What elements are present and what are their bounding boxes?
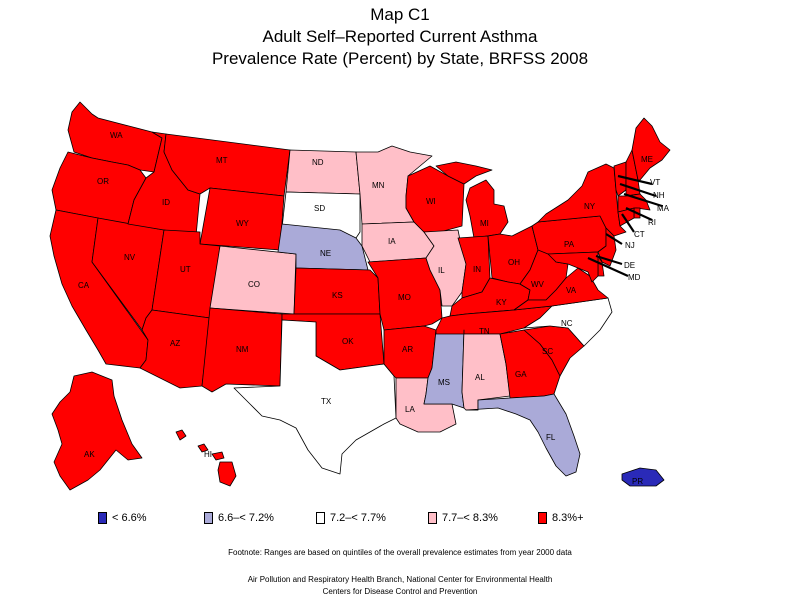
state-label-UT: UT	[180, 265, 191, 274]
map-title-line-2: Adult Self–Reported Current Asthma	[262, 27, 538, 46]
state-label-ND: ND	[312, 158, 324, 167]
state-label-WV: WV	[531, 280, 545, 289]
state-label-RI: RI	[648, 218, 656, 227]
map-title-line-1: Map C1	[370, 5, 430, 24]
state-label-SC: SC	[542, 347, 553, 356]
state-TX	[233, 319, 397, 475]
state-label-FL: FL	[546, 433, 556, 442]
state-label-OK: OK	[342, 337, 354, 346]
legend-item-lowest: < 6.6%	[98, 512, 147, 524]
state-label-DE: DE	[624, 261, 635, 270]
state-AZ	[139, 309, 211, 389]
state-MI	[435, 161, 509, 239]
state-MT	[163, 133, 291, 197]
state-MD	[547, 251, 599, 283]
legend-swatch	[98, 512, 107, 524]
state-label-LA: LA	[405, 405, 415, 414]
state-label-NY: NY	[584, 202, 596, 211]
state-label-SD: SD	[314, 204, 325, 213]
state-label-OH: OH	[508, 258, 520, 267]
state-VT	[613, 161, 627, 197]
state-label-WI: WI	[426, 197, 436, 206]
legend-item-high: 7.7–< 8.3%	[428, 512, 498, 524]
state-label-WA: WA	[110, 131, 123, 140]
state-label-MO: MO	[398, 293, 411, 302]
state-label-MI: MI	[480, 219, 489, 228]
state-label-AK: AK	[84, 450, 95, 459]
credits-line-2: Centers for Disease Control and Preventi…	[322, 587, 478, 596]
state-HI	[175, 429, 237, 487]
map-legend: < 6.6% 6.6–< 7.2% 7.2–< 7.7% 7.7–< 8.3% …	[0, 512, 800, 532]
state-label-WY: WY	[236, 219, 250, 228]
state-ND	[285, 149, 361, 195]
state-label-TN: TN	[479, 327, 490, 336]
state-label-KY: KY	[496, 298, 507, 307]
legend-item-low: 6.6–< 7.2%	[204, 512, 274, 524]
state-label-IN: IN	[473, 265, 481, 274]
state-label-KS: KS	[332, 291, 343, 300]
legend-item-middle: 7.2–< 7.7%	[316, 512, 386, 524]
state-label-NC: NC	[561, 319, 573, 328]
state-PR	[621, 467, 665, 487]
state-FL	[465, 393, 581, 477]
state-label-ID: ID	[162, 198, 170, 207]
state-label-VT: VT	[650, 178, 660, 187]
legend-label: < 6.6%	[112, 512, 147, 524]
legend-swatch	[538, 512, 547, 524]
state-label-NM: NM	[236, 345, 249, 354]
state-label-CO: CO	[248, 280, 260, 289]
small-state-leader-lines	[587, 174, 663, 278]
state-label-NJ: NJ	[625, 241, 635, 250]
state-NC	[523, 297, 613, 347]
state-ME	[631, 117, 671, 181]
state-label-AL: AL	[475, 373, 485, 382]
state-label-HI: HI	[204, 450, 212, 459]
credits: Air Pollution and Respiratory Health Bra…	[0, 574, 800, 598]
legend-item-highest: 8.3%+	[538, 512, 584, 524]
state-VA	[513, 267, 609, 311]
state-label-MD: MD	[628, 273, 641, 282]
state-label-NV: NV	[124, 253, 136, 262]
legend-label: 8.3%+	[552, 512, 584, 524]
legend-swatch	[204, 512, 213, 524]
legend-label: 7.2–< 7.7%	[330, 512, 386, 524]
state-label-IL: IL	[438, 266, 445, 275]
legend-swatch	[316, 512, 325, 524]
map-title-line-3: Prevalence Rate (Percent) by State, BRFS…	[211, 49, 589, 68]
state-label-PR: PR	[632, 477, 643, 486]
state-label-AZ: AZ	[170, 339, 180, 348]
state-label-OR: OR	[97, 177, 109, 186]
state-label-PA: PA	[564, 240, 575, 249]
legend-label: 6.6–< 7.2%	[218, 512, 274, 524]
legend-swatch	[428, 512, 437, 524]
legend-label: 7.7–< 8.3%	[442, 512, 498, 524]
footnote: Footnote: Ranges are based on quintiles …	[228, 548, 572, 557]
state-label-IA: IA	[388, 237, 396, 246]
state-label-CA: CA	[78, 281, 90, 290]
state-label-NE: NE	[320, 249, 331, 258]
credits-line-1: Air Pollution and Respiratory Health Bra…	[247, 575, 553, 584]
state-label-AR: AR	[402, 345, 413, 354]
state-label-CT: CT	[634, 230, 645, 239]
state-label-TX: TX	[321, 397, 332, 406]
state-label-MA: MA	[657, 204, 670, 213]
state-label-MN: MN	[372, 181, 385, 190]
state-label-MT: MT	[216, 156, 228, 165]
state-label-NH: NH	[653, 191, 665, 200]
state-label-ME: ME	[641, 155, 653, 164]
state-label-VA: VA	[566, 286, 577, 295]
state-label-GA: GA	[515, 370, 527, 379]
map-title-block: Map C1 Adult Self–Reported Current Asthm…	[0, 4, 800, 70]
state-AK	[51, 371, 143, 491]
state-label-MS: MS	[438, 378, 450, 387]
